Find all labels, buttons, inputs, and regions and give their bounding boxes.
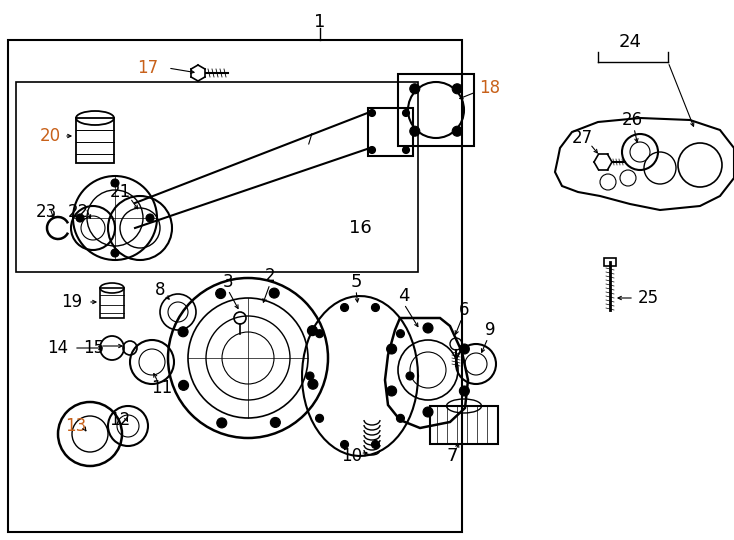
Circle shape — [387, 386, 396, 396]
Circle shape — [178, 327, 188, 337]
Bar — [100, 288, 124, 318]
Circle shape — [402, 110, 410, 117]
Circle shape — [146, 214, 154, 222]
Bar — [430, 406, 498, 444]
Text: 11: 11 — [151, 379, 172, 397]
Text: 6: 6 — [459, 301, 469, 319]
Text: 14: 14 — [48, 339, 68, 357]
Text: 26: 26 — [622, 111, 642, 129]
Circle shape — [217, 418, 227, 428]
Text: 25: 25 — [637, 289, 658, 307]
Circle shape — [111, 179, 119, 187]
Text: 1: 1 — [314, 13, 326, 31]
Circle shape — [459, 386, 469, 396]
Bar — [8, 40, 462, 532]
Circle shape — [178, 380, 189, 390]
Circle shape — [452, 126, 462, 136]
Circle shape — [423, 407, 433, 417]
Circle shape — [76, 214, 84, 222]
Text: 27: 27 — [572, 129, 592, 147]
Circle shape — [368, 146, 376, 153]
Circle shape — [459, 344, 469, 354]
Circle shape — [387, 344, 396, 354]
Circle shape — [316, 330, 324, 338]
Text: 13: 13 — [65, 417, 87, 435]
Bar — [16, 82, 418, 272]
Circle shape — [308, 379, 318, 389]
Text: 17: 17 — [137, 59, 159, 77]
Circle shape — [406, 372, 414, 380]
Circle shape — [402, 146, 410, 153]
Text: 24: 24 — [619, 33, 642, 51]
Circle shape — [396, 330, 404, 338]
Circle shape — [341, 441, 349, 449]
Text: 21: 21 — [109, 183, 131, 201]
Circle shape — [423, 323, 433, 333]
Text: 23: 23 — [35, 203, 57, 221]
Text: 2: 2 — [265, 267, 275, 285]
Circle shape — [396, 414, 404, 422]
Circle shape — [111, 249, 119, 257]
Circle shape — [410, 126, 420, 136]
Bar — [76, 118, 114, 163]
Text: 9: 9 — [484, 321, 495, 339]
Circle shape — [308, 326, 317, 336]
Circle shape — [410, 84, 420, 94]
Bar — [368, 108, 413, 156]
Circle shape — [371, 441, 379, 449]
Circle shape — [368, 110, 376, 117]
Circle shape — [306, 372, 314, 380]
Circle shape — [341, 303, 349, 312]
Text: 15: 15 — [84, 339, 104, 357]
Circle shape — [452, 84, 462, 94]
Text: 22: 22 — [68, 203, 89, 221]
Text: 4: 4 — [399, 287, 410, 305]
Circle shape — [216, 288, 225, 299]
Text: 19: 19 — [62, 293, 82, 311]
Text: 18: 18 — [479, 79, 501, 97]
Circle shape — [316, 414, 324, 422]
Text: /: / — [308, 131, 312, 145]
Text: 20: 20 — [40, 127, 61, 145]
Text: 16: 16 — [349, 219, 371, 237]
Bar — [604, 258, 616, 266]
Bar — [398, 74, 474, 146]
Text: 3: 3 — [222, 273, 233, 291]
Circle shape — [269, 288, 279, 298]
Text: 5: 5 — [350, 273, 362, 291]
Text: 10: 10 — [341, 447, 363, 465]
Circle shape — [371, 303, 379, 312]
Text: 7: 7 — [446, 447, 458, 465]
Circle shape — [270, 417, 280, 428]
Text: 12: 12 — [109, 411, 131, 429]
Text: 8: 8 — [155, 281, 165, 299]
